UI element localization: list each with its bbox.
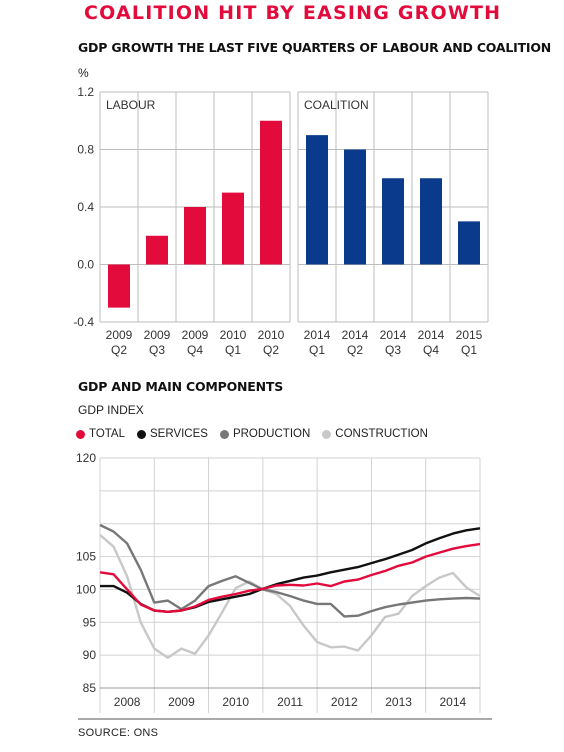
bar-x-tick-year: 2010 (258, 328, 285, 342)
line-y-tick-label: 95 (83, 615, 97, 629)
bar-x-tick-year: 2015 (456, 328, 483, 342)
legend-item-production: PRODUCTION (219, 428, 311, 440)
bar-y-tick-label: 0.4 (77, 200, 94, 214)
legend-dot-production (219, 429, 229, 439)
line-y-tick-label: 90 (83, 648, 97, 662)
legend-label-construction: CONSTRUCTION (335, 428, 428, 440)
legend-dot-construction (322, 429, 332, 439)
legend-label-production: PRODUCTION (232, 428, 311, 440)
line-x-tick-label: 2014 (440, 695, 467, 709)
bar-panel-label: LABOUR (106, 98, 156, 112)
line-series-total (99, 542, 481, 613)
bar-x-tick-year: 2009 (106, 328, 133, 342)
legend-label-total: TOTAL (89, 428, 125, 440)
bar-y-tick-label: 0.8 (77, 143, 94, 157)
bar-coalition-4 (458, 221, 480, 265)
line-y-tick-label: 85 (83, 681, 97, 695)
line-x-tick-label: 2012 (331, 695, 358, 709)
bar-chart-title: GDP GROWTH THE LAST FIVE QUARTERS OF LAB… (78, 40, 552, 55)
line-chart-legend: TOTAL SERVICES PRODUCTION CONSTRUCTION (76, 428, 440, 440)
bar-x-tick-quarter: Q2 (111, 343, 127, 357)
bar-x-tick-quarter: Q3 (385, 343, 401, 357)
line-y-tick-label: 105 (76, 550, 96, 564)
line-series-services (100, 527, 481, 613)
bar-labour-3 (222, 192, 244, 265)
bar-x-tick-year: 2009 (182, 328, 209, 342)
bar-x-tick-year: 2009 (144, 328, 171, 342)
bar-x-tick-quarter: Q1 (309, 343, 325, 357)
bar-x-tick-quarter: Q3 (149, 343, 165, 357)
line-series-construction (99, 533, 481, 659)
bar-chart-unit: % (78, 66, 89, 80)
bar-coalition-3 (420, 178, 442, 265)
bar-y-tick-label: 0.0 (77, 258, 94, 272)
legend-label-services: SERVICES (150, 428, 208, 440)
legend-item-services: SERVICES (137, 428, 208, 440)
bar-x-tick-quarter: Q1 (461, 343, 477, 357)
bar-y-tick-label: 1.2 (77, 85, 94, 99)
bar-panel-label: COALITION (304, 98, 369, 112)
source-note: SOURCE: ONS (78, 727, 159, 739)
bar-labour-4 (260, 120, 282, 265)
line-x-tick-label: 2010 (222, 695, 249, 709)
line-series-production (99, 523, 481, 618)
line-chart-title: GDP AND MAIN COMPONENTS (78, 379, 284, 394)
main-title: COALITION HIT BY EASING GROWTH (84, 2, 502, 24)
bar-coalition-0 (306, 135, 328, 265)
bar-x-tick-quarter: Q4 (423, 343, 439, 357)
line-y-tick-label: 120 (76, 451, 96, 465)
line-y-tick-label: 100 (76, 582, 96, 596)
bar-x-tick-year: 2014 (342, 328, 369, 342)
legend-item-total: TOTAL (76, 428, 125, 440)
bar-coalition-2 (382, 178, 404, 265)
bar-coalition-1 (344, 149, 366, 265)
bar-x-tick-year: 2014 (418, 328, 445, 342)
bar-y-tick-label: -0.4 (73, 315, 94, 329)
bar-x-tick-quarter: Q2 (347, 343, 363, 357)
bar-x-tick-year: 2010 (220, 328, 247, 342)
bar-x-tick-quarter: Q1 (225, 343, 241, 357)
bar-labour-1 (146, 235, 168, 265)
legend-item-construction: CONSTRUCTION (322, 428, 428, 440)
bar-x-tick-year: 2014 (380, 328, 407, 342)
bar-labour-0 (108, 264, 130, 308)
line-x-tick-label: 2011 (277, 695, 303, 709)
bar-x-tick-year: 2014 (304, 328, 331, 342)
bar-labour-2 (184, 207, 206, 265)
line-x-tick-label: 2008 (114, 695, 141, 709)
line-x-tick-label: 2009 (168, 695, 195, 709)
line-x-tick-label: 2013 (385, 695, 412, 709)
bar-x-tick-quarter: Q4 (187, 343, 203, 357)
line-chart-unit: GDP INDEX (78, 403, 144, 417)
legend-dot-total (76, 429, 85, 439)
bar-x-tick-quarter: Q2 (263, 343, 279, 357)
legend-dot-services (137, 429, 146, 439)
